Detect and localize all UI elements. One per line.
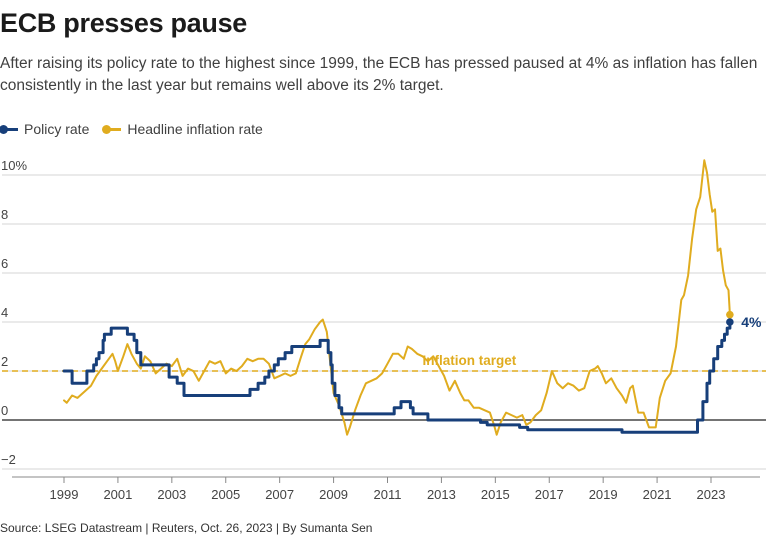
y-tick-label: 6 [1,256,8,271]
y-tick-label: 8 [1,207,8,222]
x-tick-label: 2003 [157,487,186,502]
x-tick-label: 2019 [589,487,618,502]
x-tick-label: 1999 [50,487,79,502]
legend-item-inflation-rate: Headline inflation rate [102,121,263,137]
x-tick-label: 2015 [481,487,510,502]
legend-swatch-policy-rate [0,124,18,134]
legend: Policy rate Headline inflation rate [0,121,277,137]
x-tick-label: 2007 [265,487,294,502]
x-tick-label: 2009 [319,487,348,502]
inflation-rate-line [63,159,731,436]
legend-item-policy-rate: Policy rate [0,121,89,137]
inflation-rate-end-point [726,310,734,319]
y-tick-label: −2 [1,452,16,467]
policy-rate-line [62,320,732,434]
legend-label-policy-rate: Policy rate [24,121,90,137]
x-tick-label: 2023 [697,487,726,502]
legend-label-inflation-rate: Headline inflation rate [127,121,263,137]
policy-rate-end-point [726,318,734,326]
x-tick-label: 2011 [374,487,402,502]
line-chart: −2 0 2 4 6 8 10% 1999 2001 2003 2005 2007 2009 2011 20… [1,158,766,502]
x-tick-label: 2017 [535,487,564,502]
x-tick-label: 2001 [103,487,132,502]
x-tick-label: 2005 [211,487,240,502]
y-tick-label: 10% [1,158,27,173]
policy-rate-end-label: 4% [741,314,762,330]
y-tick-label: 4 [1,305,8,320]
chart-subtitle: After raising its policy rate to the hig… [0,55,758,94]
x-tick-label: 2021 [643,487,672,502]
chart-title: ECB presses pause [0,8,248,38]
y-tick-label: 2 [1,354,8,369]
source-note: Source: LSEG Datastream | Reuters, Oct. … [0,521,373,535]
inflation-target-label: Inflation target [423,353,517,368]
legend-swatch-inflation-rate [102,124,122,134]
y-tick-label: 0 [1,403,8,418]
x-tick-label: 2013 [427,487,456,502]
